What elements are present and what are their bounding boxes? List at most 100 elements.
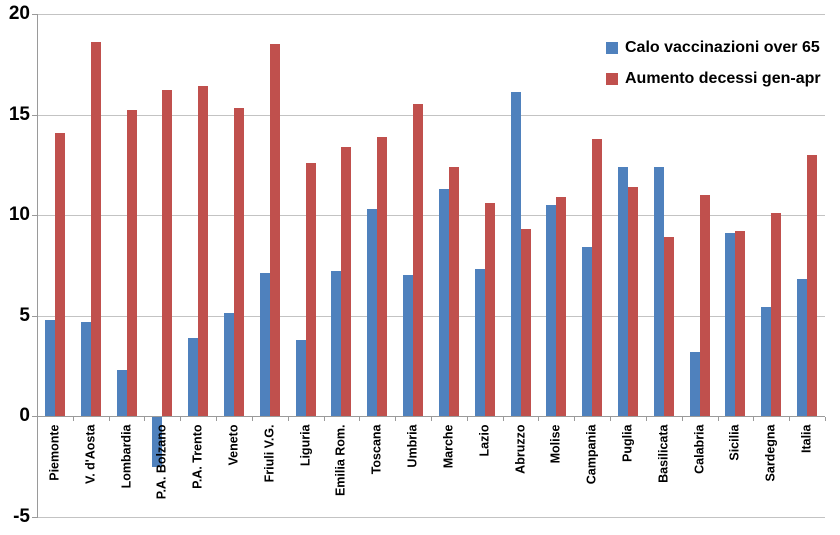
y-axis-tick [32, 14, 37, 15]
category-label: Piemonte [47, 424, 62, 481]
category-label: Sicilia [727, 424, 742, 461]
bar-vaccinazioni [653, 166, 664, 416]
x-axis-tick [681, 417, 683, 421]
x-axis-tick [717, 417, 719, 421]
category-label: Italia [799, 424, 814, 453]
bar-vaccinazioni [725, 233, 736, 416]
y-axis-label: 15 [8, 103, 30, 125]
bar-vaccinazioni [797, 279, 808, 416]
legend-swatch-red-icon [606, 73, 618, 85]
x-axis-tick [108, 417, 110, 421]
bar-decessi [305, 162, 316, 416]
category-label: Toscana [369, 424, 384, 474]
category-label: P.A. Trento [190, 424, 205, 489]
bar-vaccinazioni [116, 369, 127, 416]
gridline [37, 114, 825, 116]
x-axis-tick [144, 417, 146, 421]
bar-vaccinazioni [152, 417, 163, 468]
bar-vaccinazioni [582, 247, 593, 416]
x-axis-tick [825, 417, 826, 421]
legend-label-vaccinazioni: Calo vaccinazioni over 65 [625, 39, 820, 56]
bar-decessi [807, 154, 818, 416]
bar-decessi [771, 212, 782, 416]
bar-decessi [484, 202, 495, 416]
bar-vaccinazioni [617, 166, 628, 416]
x-axis-tick [431, 417, 432, 421]
bar-vaccinazioni [295, 339, 306, 416]
legend-label-decessi: Aumento decessi gen-apr [625, 70, 821, 87]
category-label: Lazio [477, 424, 492, 456]
bar-vaccinazioni [510, 92, 521, 416]
bar-decessi [413, 104, 424, 416]
y-axis-tick [32, 315, 37, 317]
bar-decessi [162, 90, 173, 416]
bar-decessi [90, 42, 101, 416]
legend: Calo vaccinazioni over 65 Aumento decess… [606, 37, 821, 90]
bar-vaccinazioni [474, 269, 485, 416]
x-axis-tick [610, 417, 612, 421]
gridline [37, 315, 825, 317]
bar-vaccinazioni [546, 204, 557, 416]
bar-vaccinazioni [689, 351, 700, 416]
bar-decessi [735, 231, 746, 416]
bar-vaccinazioni [438, 188, 449, 416]
y-axis-label: 5 [19, 304, 30, 326]
y-axis-tick [32, 215, 37, 216]
bar-vaccinazioni [331, 271, 342, 416]
category-label: Veneto [226, 424, 241, 465]
x-axis-tick [251, 417, 253, 421]
y-axis-line [37, 14, 38, 518]
y-axis-tick [32, 516, 37, 518]
x-axis-tick [37, 417, 38, 421]
bar-decessi [592, 138, 603, 416]
legend-item-decessi: Aumento decessi gen-apr [606, 68, 821, 90]
legend-swatch-blue-icon [606, 42, 618, 54]
category-label: Abruzzo [513, 424, 528, 474]
gridline [37, 516, 825, 518]
legend-item-vaccinazioni: Calo vaccinazioni over 65 [606, 37, 821, 59]
x-axis-tick [216, 417, 218, 421]
bar-decessi [663, 237, 674, 416]
bar-decessi [377, 136, 388, 416]
category-label: V. d'Aosta [83, 424, 98, 484]
category-label: Campania [584, 424, 599, 484]
category-label: Calabria [692, 424, 707, 474]
category-label: Molise [548, 424, 563, 463]
x-axis-line [37, 416, 825, 417]
bar-vaccinazioni [80, 321, 91, 416]
bar-decessi [198, 86, 209, 416]
bar-decessi [233, 108, 244, 416]
bar-decessi [269, 44, 280, 416]
bar-vaccinazioni [761, 307, 772, 416]
category-label: Puglia [620, 424, 635, 462]
x-axis-tick [502, 417, 504, 421]
bar-vaccinazioni [259, 273, 270, 416]
x-axis-tick [323, 417, 325, 421]
category-label: Lombardia [119, 424, 134, 488]
bar-decessi [448, 166, 459, 416]
bar-decessi [627, 186, 638, 416]
x-axis-tick [180, 417, 182, 421]
x-axis-tick [466, 417, 468, 421]
x-axis-tick [753, 417, 755, 421]
y-axis-label: 10 [8, 204, 30, 225]
y-axis-label: -5 [13, 505, 30, 527]
x-axis-tick [538, 417, 540, 421]
gridline [37, 14, 825, 15]
bar-vaccinazioni [223, 313, 234, 416]
bar-decessi [520, 229, 531, 416]
x-axis-tick [789, 417, 791, 421]
category-label: Basilicata [656, 424, 671, 483]
category-label: Marche [441, 424, 456, 468]
category-label: P.A. Bolzano [154, 424, 169, 499]
y-axis-tick [32, 416, 37, 417]
x-axis-tick [395, 417, 397, 421]
category-label: Emilia Rom. [333, 424, 348, 496]
category-label: Umbria [405, 424, 420, 468]
x-axis-tick [359, 417, 361, 421]
bar-decessi [341, 146, 352, 416]
y-axis-label: 0 [19, 405, 30, 426]
bar-decessi [54, 132, 65, 416]
gridline [37, 215, 825, 216]
